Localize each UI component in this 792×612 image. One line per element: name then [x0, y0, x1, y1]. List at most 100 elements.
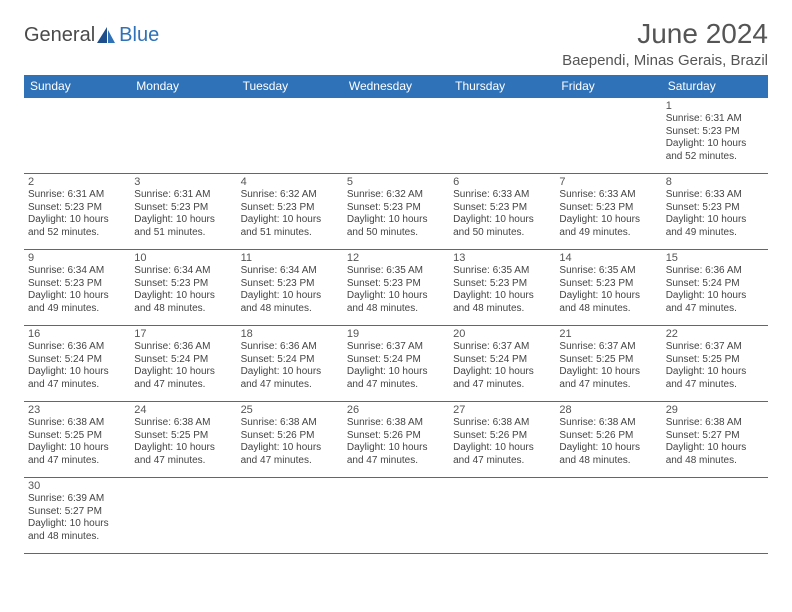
day-number: 7: [559, 176, 657, 188]
calendar-cell: 5Sunrise: 6:32 AMSunset: 5:23 PMDaylight…: [343, 174, 449, 250]
calendar-cell: 1Sunrise: 6:31 AMSunset: 5:23 PMDaylight…: [662, 98, 768, 174]
day-info: Sunrise: 6:32 AMSunset: 5:23 PMDaylight:…: [241, 189, 339, 239]
calendar-cell: 27Sunrise: 6:38 AMSunset: 5:26 PMDayligh…: [449, 402, 555, 478]
calendar-cell: 15Sunrise: 6:36 AMSunset: 5:24 PMDayligh…: [662, 250, 768, 326]
day-number: 16: [28, 328, 126, 340]
calendar-cell: 6Sunrise: 6:33 AMSunset: 5:23 PMDaylight…: [449, 174, 555, 250]
day-number: 22: [666, 328, 764, 340]
day-info: Sunrise: 6:36 AMSunset: 5:24 PMDaylight:…: [134, 341, 232, 391]
day-info: Sunrise: 6:38 AMSunset: 5:27 PMDaylight:…: [666, 417, 764, 467]
day-header: Friday: [555, 75, 661, 98]
calendar-cell: 29Sunrise: 6:38 AMSunset: 5:27 PMDayligh…: [662, 402, 768, 478]
day-info: Sunrise: 6:36 AMSunset: 5:24 PMDaylight:…: [28, 341, 126, 391]
day-info: Sunrise: 6:34 AMSunset: 5:23 PMDaylight:…: [241, 265, 339, 315]
calendar-table: SundayMondayTuesdayWednesdayThursdayFrid…: [24, 75, 768, 554]
header: General Blue June 2024 Baependi, Minas G…: [24, 18, 768, 69]
day-number: 19: [347, 328, 445, 340]
day-number: 23: [28, 404, 126, 416]
calendar-cell: 2Sunrise: 6:31 AMSunset: 5:23 PMDaylight…: [24, 174, 130, 250]
calendar-cell-empty: [343, 98, 449, 174]
day-info: Sunrise: 6:38 AMSunset: 5:26 PMDaylight:…: [453, 417, 551, 467]
day-number: 28: [559, 404, 657, 416]
calendar-cell: 22Sunrise: 6:37 AMSunset: 5:25 PMDayligh…: [662, 326, 768, 402]
calendar-cell: 21Sunrise: 6:37 AMSunset: 5:25 PMDayligh…: [555, 326, 661, 402]
day-header: Saturday: [662, 75, 768, 98]
day-header: Sunday: [24, 75, 130, 98]
calendar-cell-empty: [555, 98, 661, 174]
calendar-row: 30Sunrise: 6:39 AMSunset: 5:27 PMDayligh…: [24, 478, 768, 554]
day-info: Sunrise: 6:32 AMSunset: 5:23 PMDaylight:…: [347, 189, 445, 239]
day-number: 8: [666, 176, 764, 188]
calendar-page: General Blue June 2024 Baependi, Minas G…: [0, 0, 792, 572]
calendar-cell: 19Sunrise: 6:37 AMSunset: 5:24 PMDayligh…: [343, 326, 449, 402]
day-number: 1: [666, 100, 764, 112]
day-info: Sunrise: 6:38 AMSunset: 5:25 PMDaylight:…: [28, 417, 126, 467]
calendar-cell-empty: [24, 98, 130, 174]
calendar-cell: 16Sunrise: 6:36 AMSunset: 5:24 PMDayligh…: [24, 326, 130, 402]
calendar-cell: 17Sunrise: 6:36 AMSunset: 5:24 PMDayligh…: [130, 326, 236, 402]
day-header: Monday: [130, 75, 236, 98]
calendar-cell-empty: [130, 478, 236, 554]
day-number: 15: [666, 252, 764, 264]
day-number: 9: [28, 252, 126, 264]
brand-part1: General: [24, 24, 95, 47]
day-header-row: SundayMondayTuesdayWednesdayThursdayFrid…: [24, 75, 768, 98]
calendar-row: 1Sunrise: 6:31 AMSunset: 5:23 PMDaylight…: [24, 98, 768, 174]
calendar-row: 16Sunrise: 6:36 AMSunset: 5:24 PMDayligh…: [24, 326, 768, 402]
calendar-cell: 18Sunrise: 6:36 AMSunset: 5:24 PMDayligh…: [237, 326, 343, 402]
day-info: Sunrise: 6:38 AMSunset: 5:25 PMDaylight:…: [134, 417, 232, 467]
calendar-cell: 12Sunrise: 6:35 AMSunset: 5:23 PMDayligh…: [343, 250, 449, 326]
day-number: 3: [134, 176, 232, 188]
calendar-cell: 26Sunrise: 6:38 AMSunset: 5:26 PMDayligh…: [343, 402, 449, 478]
day-info: Sunrise: 6:38 AMSunset: 5:26 PMDaylight:…: [559, 417, 657, 467]
day-info: Sunrise: 6:33 AMSunset: 5:23 PMDaylight:…: [666, 189, 764, 239]
day-number: 5: [347, 176, 445, 188]
day-info: Sunrise: 6:37 AMSunset: 5:25 PMDaylight:…: [559, 341, 657, 391]
calendar-cell: 7Sunrise: 6:33 AMSunset: 5:23 PMDaylight…: [555, 174, 661, 250]
brand-part2: Blue: [119, 24, 159, 47]
calendar-cell: 25Sunrise: 6:38 AMSunset: 5:26 PMDayligh…: [237, 402, 343, 478]
calendar-cell: 11Sunrise: 6:34 AMSunset: 5:23 PMDayligh…: [237, 250, 343, 326]
sail-icon: [95, 25, 117, 45]
calendar-cell: 8Sunrise: 6:33 AMSunset: 5:23 PMDaylight…: [662, 174, 768, 250]
day-number: 18: [241, 328, 339, 340]
day-number: 25: [241, 404, 339, 416]
day-info: Sunrise: 6:35 AMSunset: 5:23 PMDaylight:…: [347, 265, 445, 315]
day-info: Sunrise: 6:33 AMSunset: 5:23 PMDaylight:…: [559, 189, 657, 239]
day-number: 26: [347, 404, 445, 416]
month-title: June 2024: [562, 18, 768, 50]
day-info: Sunrise: 6:33 AMSunset: 5:23 PMDaylight:…: [453, 189, 551, 239]
calendar-cell: 30Sunrise: 6:39 AMSunset: 5:27 PMDayligh…: [24, 478, 130, 554]
day-number: 2: [28, 176, 126, 188]
day-number: 17: [134, 328, 232, 340]
day-number: 10: [134, 252, 232, 264]
calendar-cell-empty: [662, 478, 768, 554]
day-number: 11: [241, 252, 339, 264]
location-text: Baependi, Minas Gerais, Brazil: [562, 52, 768, 69]
calendar-cell-empty: [449, 478, 555, 554]
day-number: 29: [666, 404, 764, 416]
day-number: 14: [559, 252, 657, 264]
day-number: 12: [347, 252, 445, 264]
day-info: Sunrise: 6:37 AMSunset: 5:24 PMDaylight:…: [453, 341, 551, 391]
calendar-cell: 14Sunrise: 6:35 AMSunset: 5:23 PMDayligh…: [555, 250, 661, 326]
day-info: Sunrise: 6:31 AMSunset: 5:23 PMDaylight:…: [28, 189, 126, 239]
day-info: Sunrise: 6:35 AMSunset: 5:23 PMDaylight:…: [453, 265, 551, 315]
day-number: 6: [453, 176, 551, 188]
day-header: Thursday: [449, 75, 555, 98]
day-number: 27: [453, 404, 551, 416]
calendar-cell: 20Sunrise: 6:37 AMSunset: 5:24 PMDayligh…: [449, 326, 555, 402]
day-header: Wednesday: [343, 75, 449, 98]
calendar-cell: 3Sunrise: 6:31 AMSunset: 5:23 PMDaylight…: [130, 174, 236, 250]
calendar-cell-empty: [130, 98, 236, 174]
day-number: 21: [559, 328, 657, 340]
calendar-cell: 13Sunrise: 6:35 AMSunset: 5:23 PMDayligh…: [449, 250, 555, 326]
calendar-row: 2Sunrise: 6:31 AMSunset: 5:23 PMDaylight…: [24, 174, 768, 250]
calendar-cell: 23Sunrise: 6:38 AMSunset: 5:25 PMDayligh…: [24, 402, 130, 478]
title-block: June 2024 Baependi, Minas Gerais, Brazil: [562, 18, 768, 69]
day-info: Sunrise: 6:31 AMSunset: 5:23 PMDaylight:…: [666, 113, 764, 163]
day-number: 20: [453, 328, 551, 340]
day-header: Tuesday: [237, 75, 343, 98]
calendar-cell-empty: [237, 478, 343, 554]
day-info: Sunrise: 6:34 AMSunset: 5:23 PMDaylight:…: [134, 265, 232, 315]
